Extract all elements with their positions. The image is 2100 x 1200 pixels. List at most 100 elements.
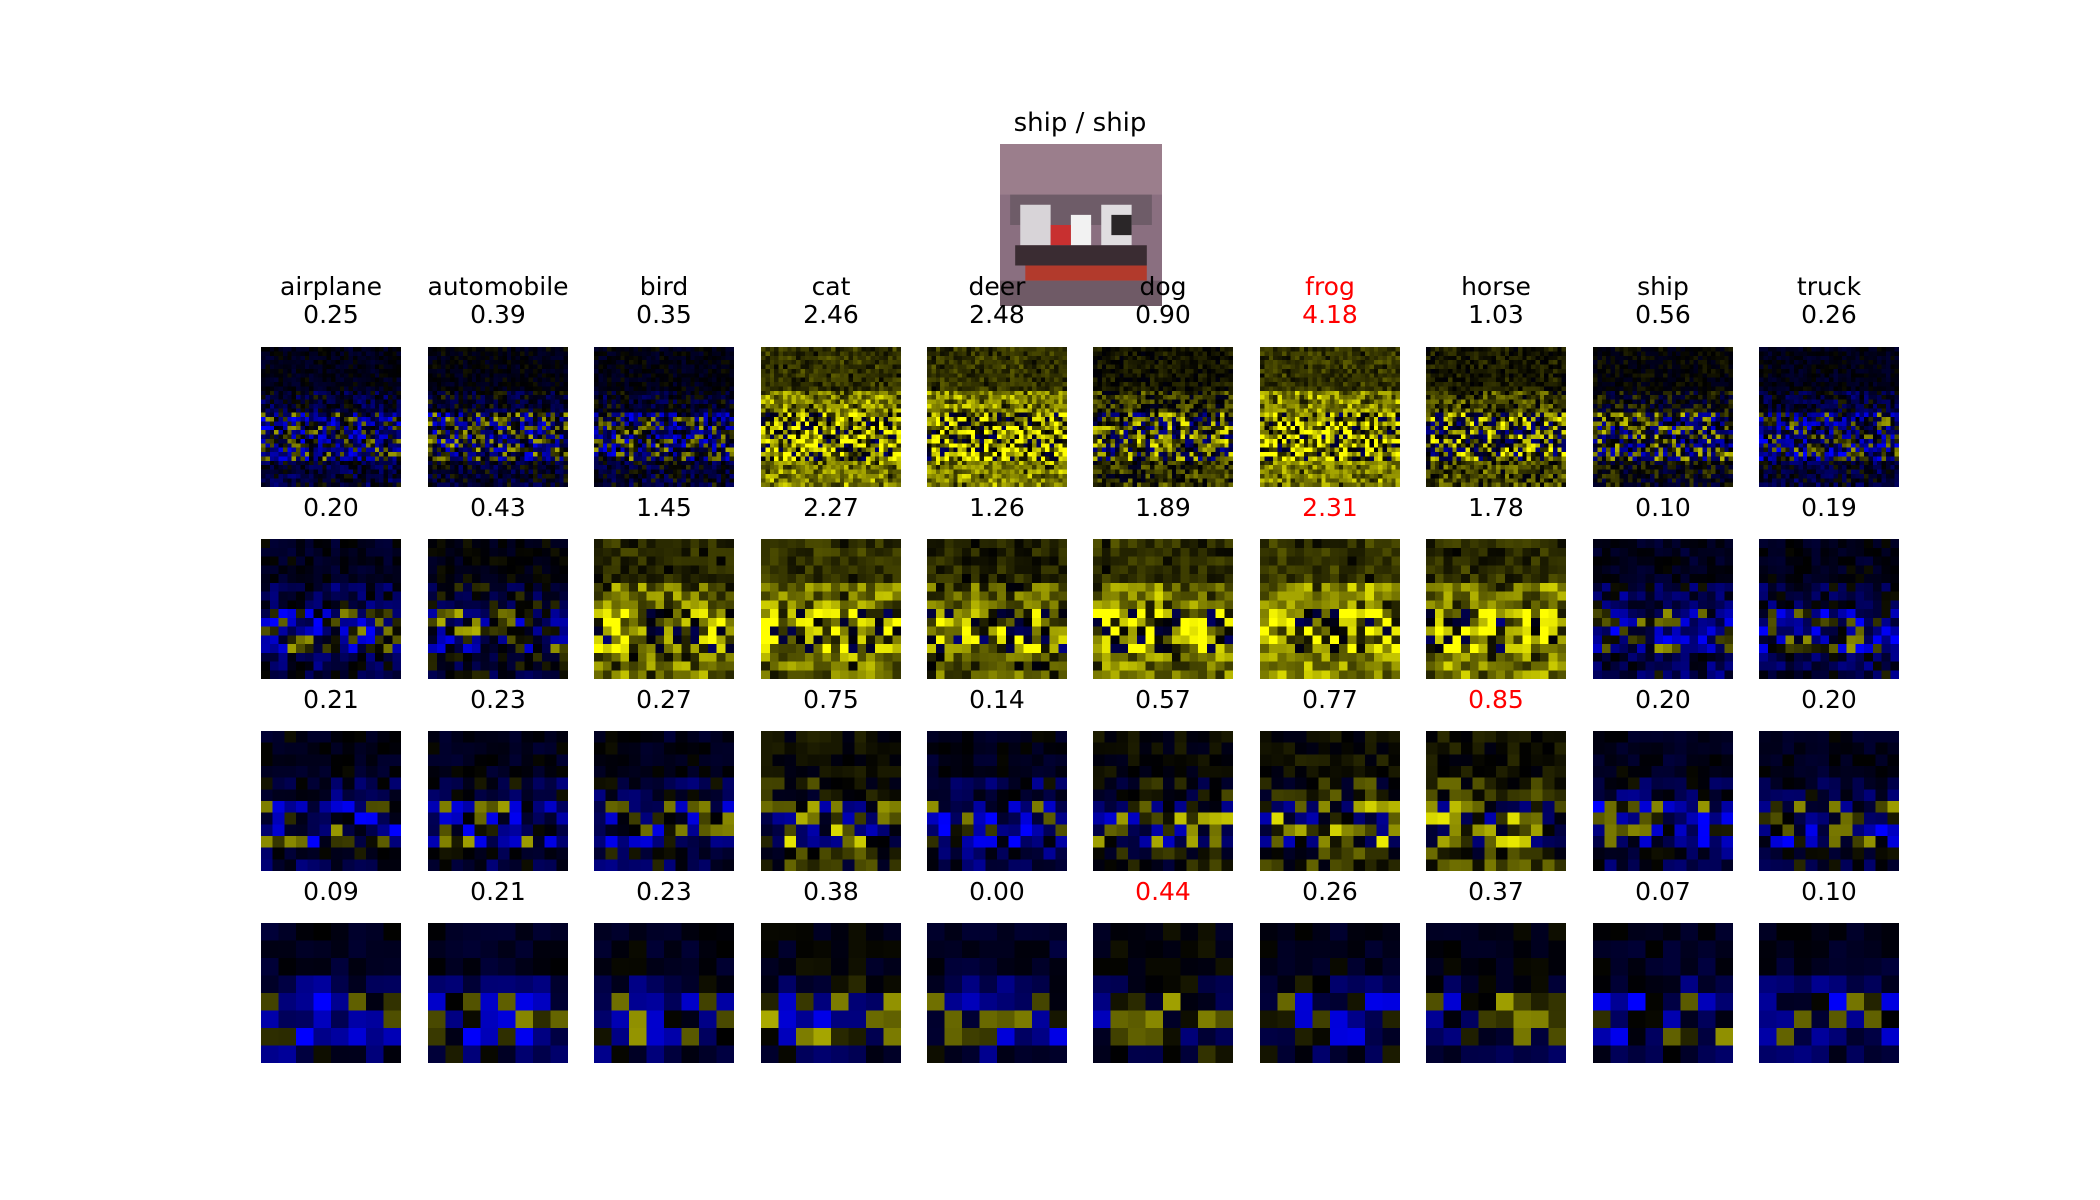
heatmap-cell [559, 469, 564, 474]
heatmap-cell [309, 412, 314, 417]
heatmap-cell [948, 408, 954, 413]
heatmap-cell [300, 355, 305, 361]
heatmap-cell [677, 360, 682, 365]
heatmap-cell [716, 386, 721, 391]
heatmap-cell [379, 377, 384, 382]
heatmap-cell [546, 438, 551, 444]
heatmap-cell [265, 368, 270, 374]
heatmap-cell [489, 456, 494, 461]
heatmap-cell [467, 408, 472, 413]
heatmap-cell [374, 351, 380, 356]
heatmap-cell [274, 417, 279, 422]
heatmap-cell [471, 347, 477, 352]
heatmap-cell [633, 368, 638, 374]
heatmap-cell [471, 355, 477, 361]
heatmap-cell [796, 377, 801, 382]
heatmap-cell [331, 368, 336, 374]
heatmap-cell [1014, 417, 1019, 422]
heatmap-cell [629, 478, 634, 483]
heatmap-cell [476, 478, 481, 483]
heatmap-cell [685, 421, 691, 426]
heatmap-cell [436, 412, 442, 417]
heatmap-cell [428, 417, 433, 422]
heatmap-cell [467, 460, 472, 466]
heatmap-cell [796, 473, 801, 479]
heatmap-cell [642, 399, 647, 404]
heatmap-cell [848, 417, 853, 422]
heatmap-cell [624, 425, 629, 431]
heatmap-cell [379, 456, 384, 461]
heatmap-cell [339, 421, 345, 426]
heatmap-cell [432, 417, 437, 422]
heatmap-cell [826, 425, 831, 431]
heatmap-cell [611, 425, 616, 431]
heatmap-cell [357, 399, 362, 404]
heatmap-cell [383, 386, 388, 391]
heatmap-cell [476, 412, 481, 417]
heatmap-cell [927, 351, 932, 356]
heatmap-cell [831, 447, 836, 452]
heatmap-cell [629, 386, 634, 391]
heatmap-cell [822, 364, 827, 369]
heatmap-cell [935, 430, 941, 435]
heatmap-cell [300, 412, 305, 417]
heatmap-cell [1023, 368, 1028, 374]
heatmap-cell [962, 399, 967, 404]
heatmap-cell [935, 465, 941, 470]
heatmap-cell [787, 438, 792, 444]
heatmap-cell [642, 482, 647, 487]
heatmap-cell [269, 351, 275, 356]
heatmap-cell [502, 482, 507, 487]
heatmap-cell [804, 368, 810, 374]
heatmap-cell [383, 373, 388, 378]
heatmap-cell [615, 408, 621, 413]
heatmap-cell [498, 355, 503, 361]
heatmap-cell [502, 443, 507, 448]
heatmap-cell [602, 403, 608, 409]
heatmap-cell [817, 447, 823, 452]
heatmap-cell [322, 482, 327, 487]
heatmap-cell [813, 351, 818, 356]
heatmap-cell [655, 373, 660, 378]
heatmap-cell [729, 443, 734, 448]
heatmap-cell [975, 430, 980, 435]
heatmap-cell [533, 355, 538, 361]
heatmap-cell [813, 412, 818, 417]
heatmap-cell [387, 469, 393, 474]
heatmap-cell [655, 403, 660, 409]
heatmap-cell [672, 443, 678, 448]
heatmap-cell [690, 425, 695, 431]
heatmap-cell [428, 443, 433, 448]
heatmap-cell [602, 447, 608, 452]
heatmap-cell [844, 421, 849, 426]
heatmap-cell [796, 395, 801, 400]
heatmap-cell [1018, 399, 1024, 404]
heatmap-cell [313, 478, 318, 483]
heatmap-cell [774, 351, 779, 356]
heatmap-cell [524, 417, 529, 422]
heatmap-cell [602, 386, 608, 391]
heatmap-cell [344, 430, 349, 435]
heatmap-cell [787, 399, 792, 404]
heatmap-cell [471, 377, 477, 382]
heatmap-cell [454, 430, 459, 435]
heatmap-cell [992, 417, 997, 422]
heatmap-cell [927, 347, 932, 352]
heatmap-cell [498, 399, 503, 404]
heatmap-cell [304, 395, 310, 400]
heatmap-cell [664, 434, 669, 439]
heatmap-cell [787, 473, 792, 479]
heatmap-cell [655, 412, 660, 417]
heatmap-cell [694, 443, 699, 448]
heatmap-cell [309, 377, 314, 382]
heatmap-cell [339, 434, 345, 439]
heatmap-cell [712, 465, 717, 470]
heatmap-cell [940, 465, 945, 470]
heatmap-cell [282, 382, 288, 387]
heatmap-cell [791, 355, 796, 361]
heatmap-cell [966, 368, 971, 374]
heatmap-cell [269, 360, 275, 365]
heatmap-cell [511, 438, 516, 444]
heatmap-cell [800, 373, 805, 378]
heatmap-cell [282, 351, 288, 356]
